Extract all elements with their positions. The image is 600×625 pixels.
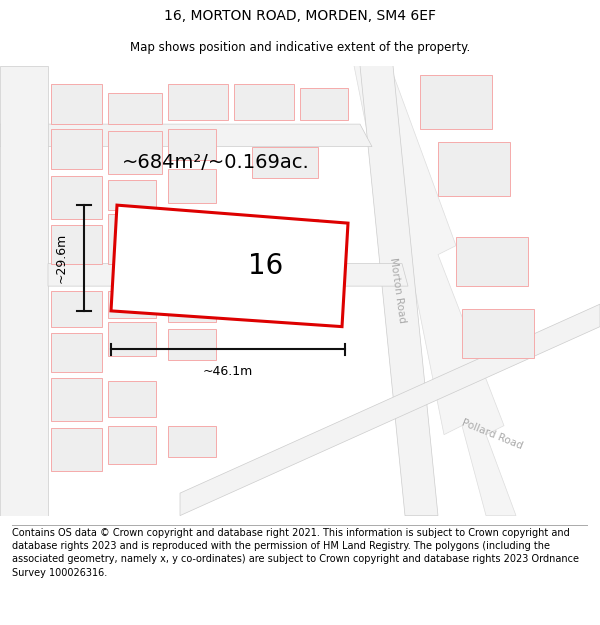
Polygon shape (456, 237, 528, 286)
Text: Contains OS data © Crown copyright and database right 2021. This information is : Contains OS data © Crown copyright and d… (12, 528, 579, 578)
Polygon shape (111, 205, 348, 327)
Polygon shape (51, 129, 102, 169)
Polygon shape (168, 291, 216, 322)
Polygon shape (354, 66, 516, 516)
Polygon shape (300, 88, 348, 119)
Polygon shape (108, 92, 162, 124)
Polygon shape (168, 169, 216, 203)
Polygon shape (0, 124, 372, 147)
Polygon shape (108, 291, 156, 318)
Polygon shape (462, 309, 534, 358)
Text: 16, MORTON ROAD, MORDEN, SM4 6EF: 16, MORTON ROAD, MORDEN, SM4 6EF (164, 9, 436, 23)
Polygon shape (252, 219, 318, 254)
Text: ~46.1m: ~46.1m (203, 365, 253, 378)
Polygon shape (234, 84, 294, 119)
Polygon shape (420, 74, 492, 129)
Polygon shape (51, 84, 102, 124)
Polygon shape (51, 333, 102, 372)
Polygon shape (168, 329, 216, 361)
Text: ~684m²/~0.169ac.: ~684m²/~0.169ac. (122, 153, 310, 172)
Text: Map shows position and indicative extent of the property.: Map shows position and indicative extent… (130, 41, 470, 54)
Polygon shape (108, 181, 156, 209)
Polygon shape (168, 129, 216, 160)
Polygon shape (51, 428, 102, 471)
Polygon shape (438, 142, 510, 196)
Text: Morton Road: Morton Road (388, 258, 407, 324)
Polygon shape (360, 66, 438, 516)
Polygon shape (51, 226, 102, 264)
Polygon shape (0, 66, 48, 516)
Text: Pollard Road: Pollard Road (460, 418, 524, 451)
Polygon shape (168, 84, 228, 119)
Polygon shape (51, 176, 102, 219)
Polygon shape (252, 147, 318, 178)
Text: 16: 16 (248, 253, 283, 281)
Polygon shape (108, 381, 156, 417)
Text: ~29.6m: ~29.6m (55, 233, 68, 283)
Polygon shape (108, 322, 156, 356)
Polygon shape (108, 214, 156, 264)
Polygon shape (180, 304, 600, 516)
Polygon shape (168, 426, 216, 457)
Polygon shape (51, 291, 102, 327)
Polygon shape (51, 378, 102, 421)
Polygon shape (48, 264, 408, 286)
Polygon shape (108, 426, 156, 464)
Polygon shape (108, 131, 162, 174)
